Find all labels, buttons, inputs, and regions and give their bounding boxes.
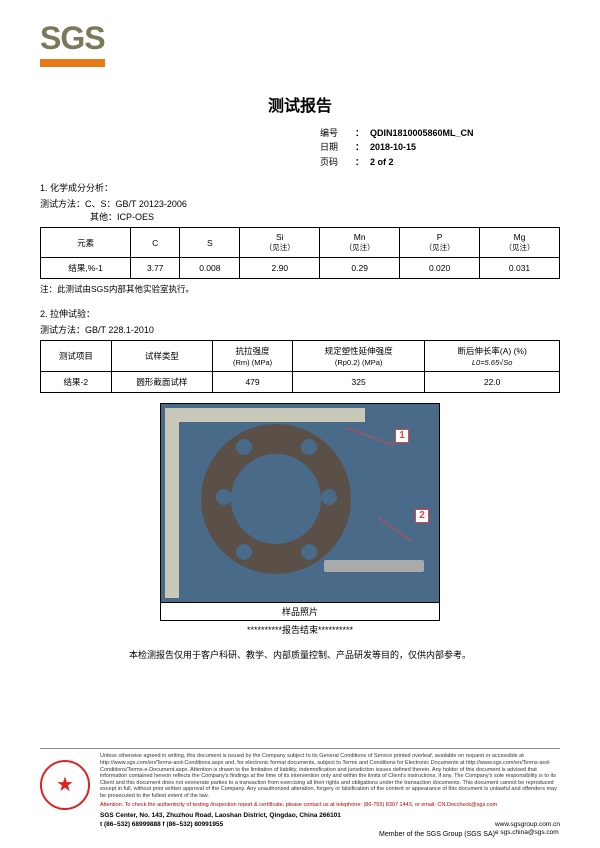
th-rm: 抗拉强度(Rm) (MPa): [213, 341, 293, 372]
row-label: 结果,%-1: [41, 258, 131, 279]
section-1: 1. 化学成分分析： 测试方法：C、S：GB/T 20123-2006 其他：I…: [40, 181, 560, 295]
s1-method: 测试方法：C、S：GB/T 20123-2006: [40, 197, 560, 210]
address: SGS Center, No. 143, Zhuzhou Road, Laosh…: [100, 812, 560, 829]
meta-date-label: 日期: [320, 140, 355, 154]
s1-table: 元素 C S Si（见注） Mn（见注） P（见注） Mg（见注） 结果,%-1…: [40, 227, 560, 279]
disclaimer-cn: 本检测报告仅用于客户科研、教学、内部质量控制、产品研发等目的，仅供内部参考。: [40, 648, 560, 661]
rod-part: [324, 560, 424, 572]
colon: ：: [355, 126, 370, 140]
url: www.sgsgroup.com.cne sgs.china@sgs.com: [495, 821, 560, 838]
th-si: Si（见注）: [240, 228, 320, 258]
meta-page-label: 页码: [320, 155, 355, 169]
r-rp: 325: [293, 372, 425, 393]
th-mn: Mn（见注）: [320, 228, 400, 258]
r-rm: 479: [213, 372, 293, 393]
s1-other: 其他：ICP-OES: [90, 210, 560, 223]
th-a: 断后伸长率(A) (%)L0=5.65√So: [425, 341, 560, 372]
callout-line: [378, 518, 411, 542]
meta-no: QDIN1810005860ML_CN: [370, 126, 474, 140]
th-mg: Mg（见注）: [480, 228, 560, 258]
meta-date: 2018-10-15: [370, 140, 416, 154]
val-si: 2.90: [240, 258, 320, 279]
flange-bore: [231, 454, 321, 544]
s1-head: 1. 化学成分分析：: [40, 181, 560, 194]
th-s: S: [180, 228, 240, 258]
fine-print: Unless otherwise agreed in writing, this…: [100, 753, 560, 799]
ruler-v: [165, 408, 179, 598]
th-p: P（见注）: [400, 228, 480, 258]
member-text: Member of the SGS Group (SGS SA): [40, 831, 560, 838]
r-type: 圆形截面试样: [111, 372, 212, 393]
val-mn: 0.29: [320, 258, 400, 279]
th-type: 试样类型: [111, 341, 212, 372]
th-element: 元素: [41, 228, 131, 258]
colon: ：: [355, 140, 370, 154]
meta-no-label: 编号: [320, 126, 355, 140]
stamp-seal: [40, 760, 90, 810]
s2-table: 测试项目 试样类型 抗拉强度(Rm) (MPa) 规定塑性延伸强度(Rp0.2)…: [40, 340, 560, 393]
th-c: C: [131, 228, 180, 258]
ruler-h: [165, 408, 365, 422]
callout-1: 1: [395, 429, 409, 443]
meta-page: 2 of 2: [370, 155, 394, 169]
footer: Unless otherwise agreed in writing, this…: [40, 748, 560, 838]
val-c: 3.77: [131, 258, 180, 279]
th-item: 测试项目: [41, 341, 112, 372]
r-a: 22.0: [425, 372, 560, 393]
fine-attn: Attention: To check the authenticity of …: [100, 802, 560, 809]
meta-block: 编号 ： QDIN1810005860ML_CN 日期 ： 2018-10-15…: [320, 126, 560, 169]
val-mg: 0.031: [480, 258, 560, 279]
r-item: 结果-2: [41, 372, 112, 393]
page: SGS 测试报告 编号 ： QDIN1810005860ML_CN 日期 ： 2…: [0, 0, 600, 671]
th-rp: 规定塑性延伸强度(Rp0.2) (MPa): [293, 341, 425, 372]
colon: ：: [355, 155, 370, 169]
photo-caption: 样品照片: [160, 603, 440, 621]
sgs-logo: SGS: [40, 20, 105, 67]
section-2: 2. 拉伸试验： 测试方法：GB/T 228.1-2010 测试项目 试样类型 …: [40, 307, 560, 393]
val-p: 0.020: [400, 258, 480, 279]
sample-photo: 1 2: [160, 403, 440, 603]
callout-line: [346, 428, 393, 446]
s2-head: 2. 拉伸试验：: [40, 307, 560, 320]
report-title: 测试报告: [40, 92, 560, 116]
s2-method: 测试方法：GB/T 228.1-2010: [40, 323, 560, 336]
val-s: 0.008: [180, 258, 240, 279]
s1-note: 注：此测试由SGS内部其他实验室执行。: [40, 283, 560, 295]
callout-2: 2: [415, 509, 429, 523]
report-end: **********报告结束**********: [40, 623, 560, 636]
